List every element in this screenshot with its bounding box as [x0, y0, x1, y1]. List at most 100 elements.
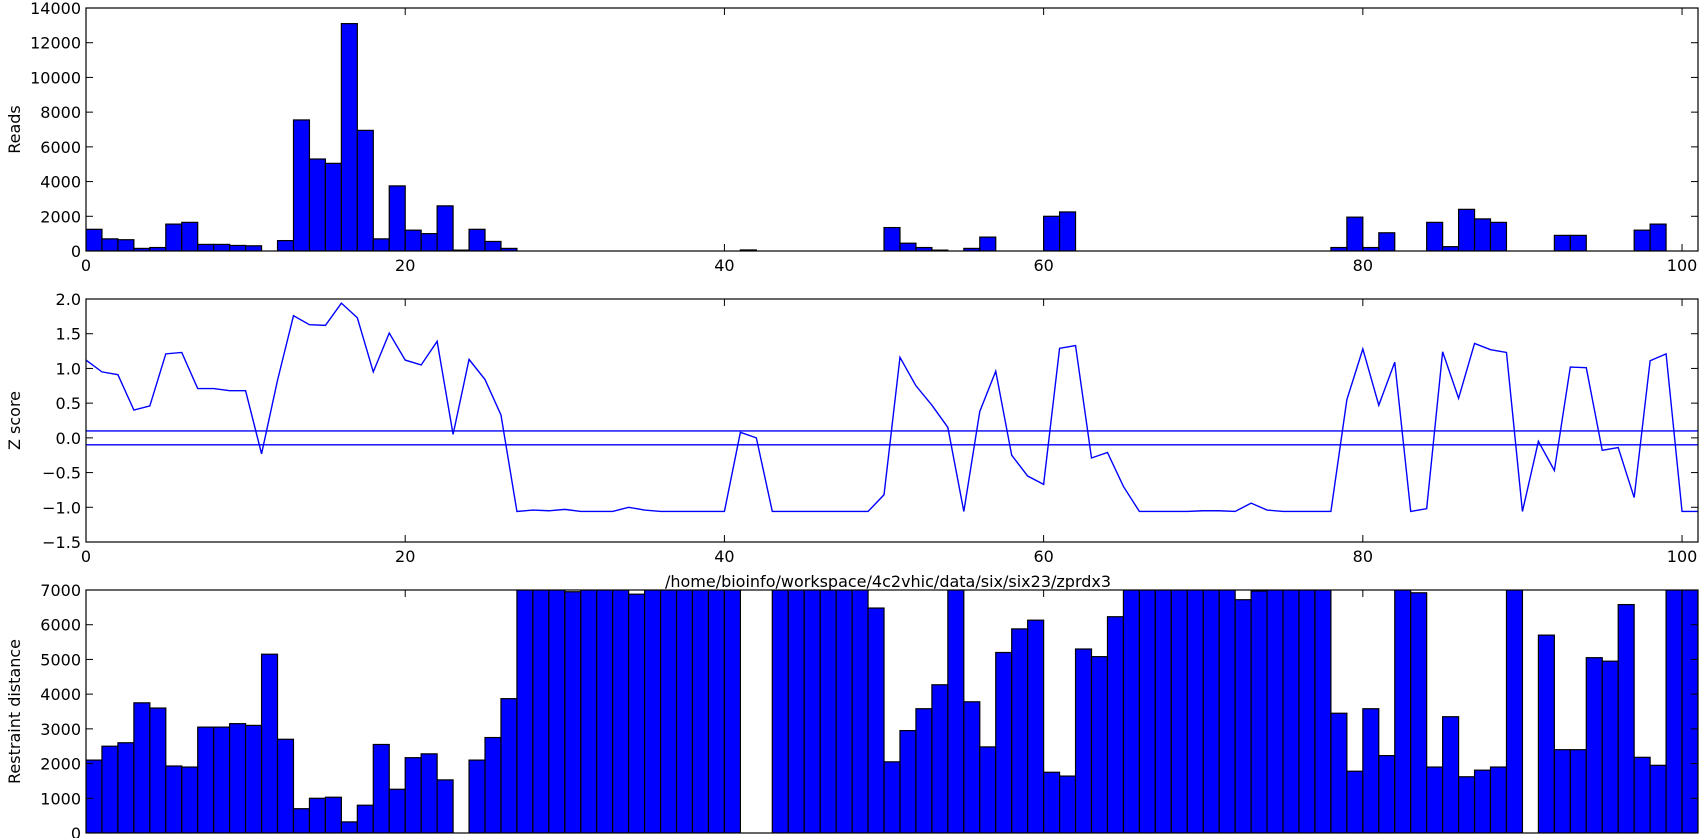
bar: [532, 590, 550, 833]
bar: [165, 765, 183, 833]
bar: [420, 233, 438, 251]
bar: [149, 707, 167, 833]
y-tick-label: 8000: [40, 103, 81, 122]
bar: [1314, 590, 1332, 833]
y-tick-label: 5000: [40, 650, 81, 669]
bar: [1043, 771, 1061, 833]
bar: [963, 701, 981, 833]
bar: [659, 590, 678, 833]
x-tick-label: 20: [395, 547, 415, 566]
bar: [835, 590, 853, 833]
bar: [197, 726, 215, 833]
bar: [548, 590, 566, 833]
bar: [484, 736, 502, 833]
bar: [1457, 208, 1476, 251]
bar: [308, 797, 327, 833]
bar: [1186, 590, 1204, 833]
bar: [1043, 215, 1061, 251]
y-tick-label: 4000: [40, 173, 81, 192]
bar: [1378, 232, 1396, 251]
x-tick-label: 80: [1353, 547, 1373, 566]
bar: [1426, 766, 1444, 833]
y-tick-label: 12000: [30, 34, 81, 53]
bar: [1457, 776, 1476, 833]
bar: [1058, 211, 1077, 251]
bar: [995, 651, 1013, 833]
bar: [612, 590, 630, 833]
zscore-panel: 0 20 40 60 80 100 −1.5 −1.0 −0.5 0.0 0.5 1.0 1.5 2.0 Z…: [5, 290, 1699, 566]
bar: [101, 745, 119, 833]
bar: [340, 23, 358, 251]
y-tick-label: 3000: [40, 720, 81, 739]
bar: [1218, 590, 1236, 833]
x-tick-label: 80: [1353, 256, 1373, 275]
bar: [1138, 590, 1156, 833]
bar: [1058, 775, 1077, 833]
y-tick-label: 0: [71, 242, 81, 261]
bar: [931, 684, 949, 833]
bar: [1585, 657, 1603, 833]
y-tick-label: 6000: [40, 138, 81, 157]
axes-frame: [85, 298, 1699, 543]
bar: [979, 746, 997, 833]
bar: [644, 590, 662, 833]
bar: [1633, 756, 1651, 833]
y-tick-label: 7000: [40, 581, 81, 600]
bar: [1633, 229, 1651, 251]
bar: [197, 243, 215, 251]
x-tick-label: 0: [81, 256, 91, 275]
y-tick-label: −0.5: [42, 464, 81, 483]
bar: [468, 228, 486, 251]
bar: [436, 205, 454, 251]
bar: [1090, 656, 1109, 833]
bar: [213, 243, 231, 251]
bar: [245, 724, 263, 833]
y-tick-label: 1.0: [56, 359, 81, 378]
bar: [1601, 660, 1619, 833]
x-tick-label: 60: [1033, 547, 1053, 566]
bar: [468, 759, 486, 833]
bar: [899, 242, 917, 251]
bar: [181, 221, 199, 251]
bar: [1649, 223, 1667, 251]
axes-frame: [85, 589, 1699, 834]
x-tick-label: 100: [1667, 547, 1698, 566]
bar: [803, 590, 821, 833]
bar: [500, 698, 518, 833]
bar: [1665, 590, 1683, 833]
bar: [1282, 590, 1300, 833]
bar: [308, 158, 327, 251]
bar: [819, 590, 837, 833]
bar: [867, 607, 885, 833]
bar: [1442, 716, 1460, 833]
bar: [1394, 590, 1412, 833]
bar: [117, 742, 135, 833]
bar: [1234, 599, 1252, 833]
bar: [117, 239, 135, 251]
bar: [484, 240, 502, 251]
axes-frame: [85, 7, 1699, 252]
bar: [324, 162, 342, 251]
bar: [1553, 749, 1571, 833]
bar: [292, 119, 311, 251]
bar: [628, 593, 646, 833]
bar: [1442, 246, 1460, 251]
y-axis-label: Reads: [5, 105, 24, 154]
y-tick-label: 1000: [40, 789, 81, 808]
bar: [947, 590, 965, 833]
bar: [436, 779, 454, 833]
bar: [1170, 590, 1188, 833]
bar: [292, 808, 311, 833]
y-tick-label: 14000: [30, 0, 81, 18]
bar: [404, 229, 422, 251]
bar: [1378, 754, 1396, 833]
bar: [1410, 592, 1428, 833]
bar: [1011, 628, 1029, 833]
bar: [883, 226, 901, 251]
bar: [1489, 766, 1508, 833]
bar: [915, 708, 933, 833]
y-tick-label: −1.0: [42, 498, 81, 517]
y-tick-label: −1.5: [42, 533, 81, 552]
bar: [771, 590, 789, 833]
bar: [516, 590, 534, 833]
